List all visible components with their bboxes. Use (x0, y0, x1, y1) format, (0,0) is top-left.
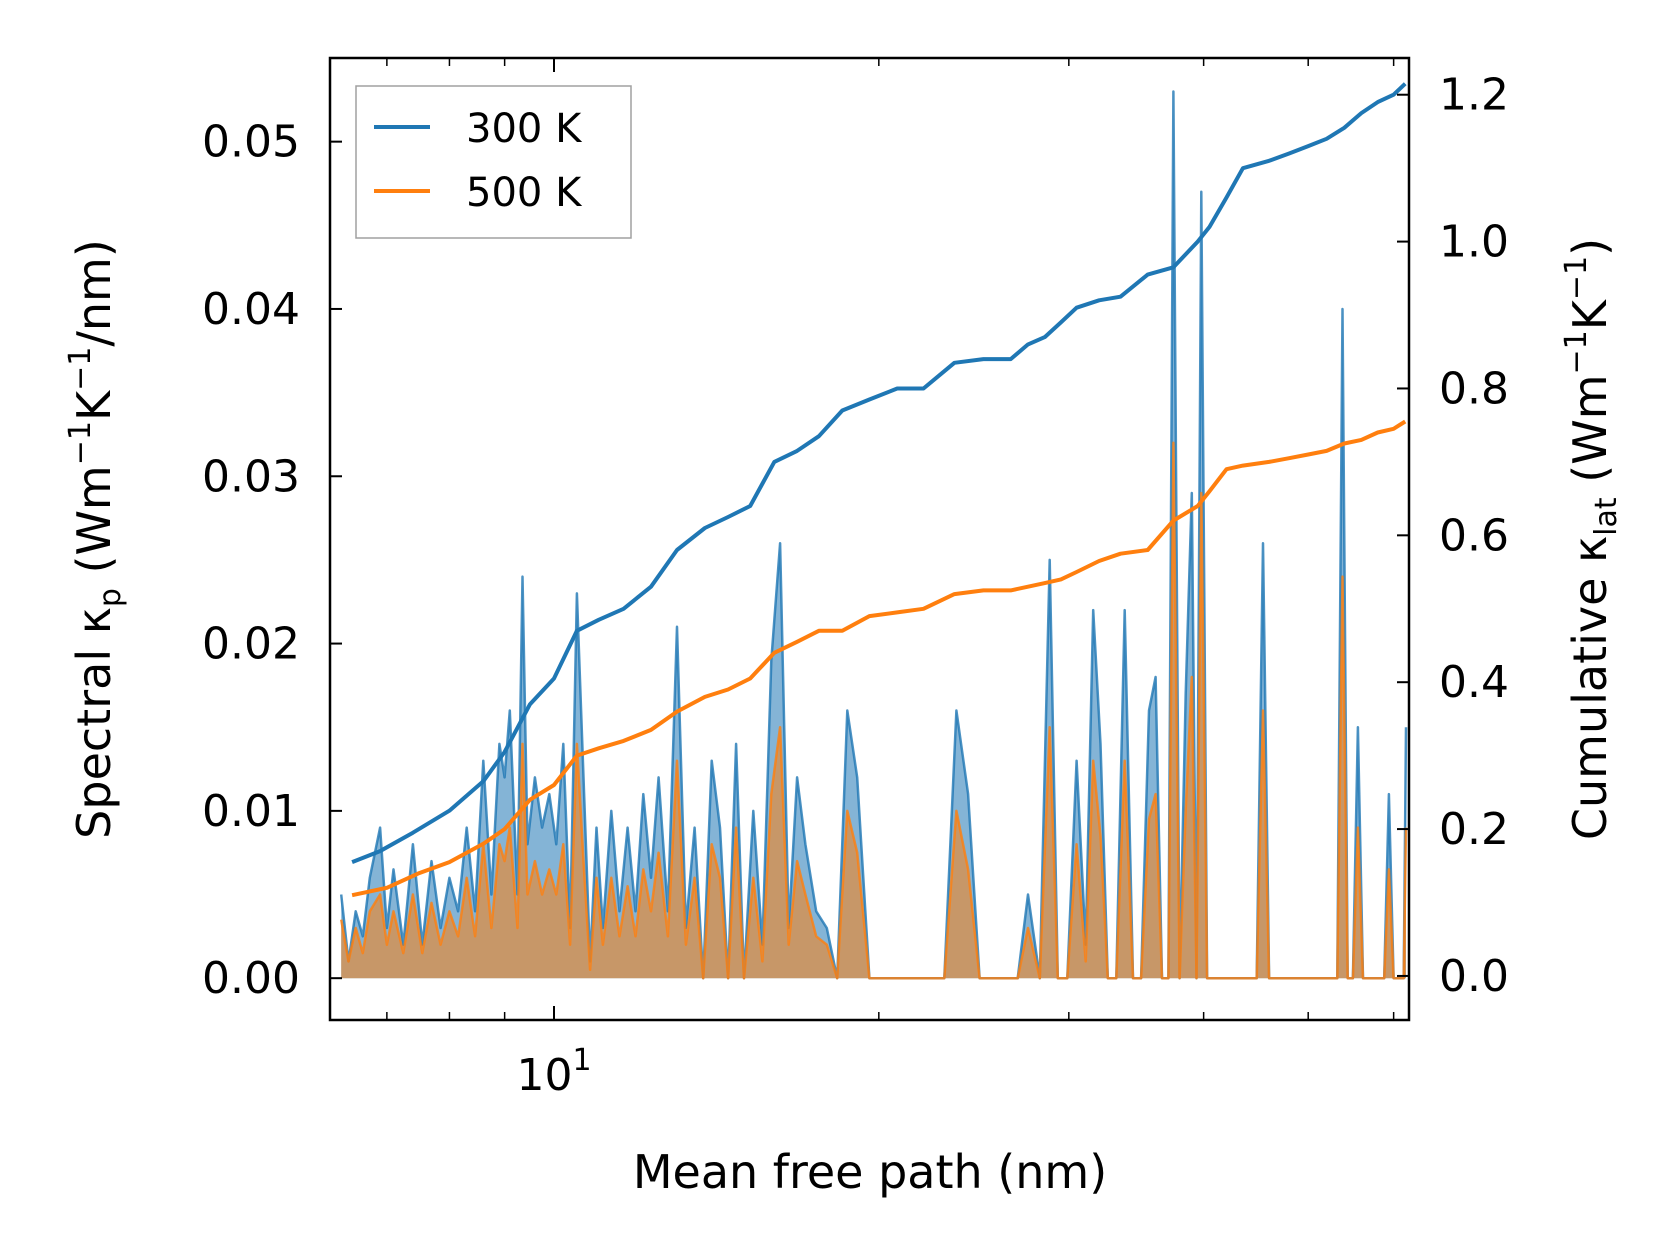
left-tick-label-1: 0.01 (202, 786, 300, 837)
right-tick-label-6: 1.2 (1439, 70, 1509, 121)
right-tick-label-3: 0.6 (1439, 510, 1509, 561)
left-tick-label-3: 0.03 (202, 451, 300, 502)
spectral-fill-layer (339, 90, 1408, 980)
right-tick-label-2: 0.4 (1439, 657, 1509, 708)
x-axis-label: Mean free path (nm) (633, 1145, 1107, 1199)
left-tick-label-0: 0.00 (202, 953, 300, 1004)
legend-label-500k: 500 K (466, 170, 583, 216)
right-tick-label-1: 0.2 (1439, 804, 1509, 855)
left-tick-label-2: 0.02 (202, 619, 300, 670)
cumulative-line-0 (351, 82, 1407, 864)
right-y-axis-label: Cumulative κlat (Wm−1K−1) (1559, 238, 1624, 840)
right-tick-label-4: 0.8 (1439, 363, 1509, 414)
right-tick-label-5: 1.0 (1439, 217, 1509, 268)
x-axis (386, 58, 1395, 1020)
legend-box (355, 85, 632, 239)
legend: 300 K 500 K (355, 85, 632, 239)
cumulative-line-1 (351, 419, 1407, 898)
plot-frame (328, 56, 1411, 1022)
left-y-axis-label: Spectral κp (Wm−1K−1/nm) (63, 239, 128, 839)
cumulative-line-layer (351, 82, 1407, 898)
x-tick-label-10: 101 (516, 1043, 591, 1101)
spectral-area-1 (341, 442, 1407, 979)
right-tick-label-0: 0.0 (1439, 951, 1509, 1002)
legend-label-300k: 300 K (466, 106, 583, 152)
spectral-line-1 (339, 441, 1408, 980)
left-tick-label-5: 0.05 (202, 117, 300, 168)
left-tick-label-4: 0.04 (202, 284, 300, 335)
right-y-axis: 0.0 0.2 0.4 0.6 0.8 1.0 1.2 (1397, 70, 1509, 1002)
left-y-axis: 0.00 0.01 0.02 0.03 0.04 0.05 (202, 117, 342, 1004)
